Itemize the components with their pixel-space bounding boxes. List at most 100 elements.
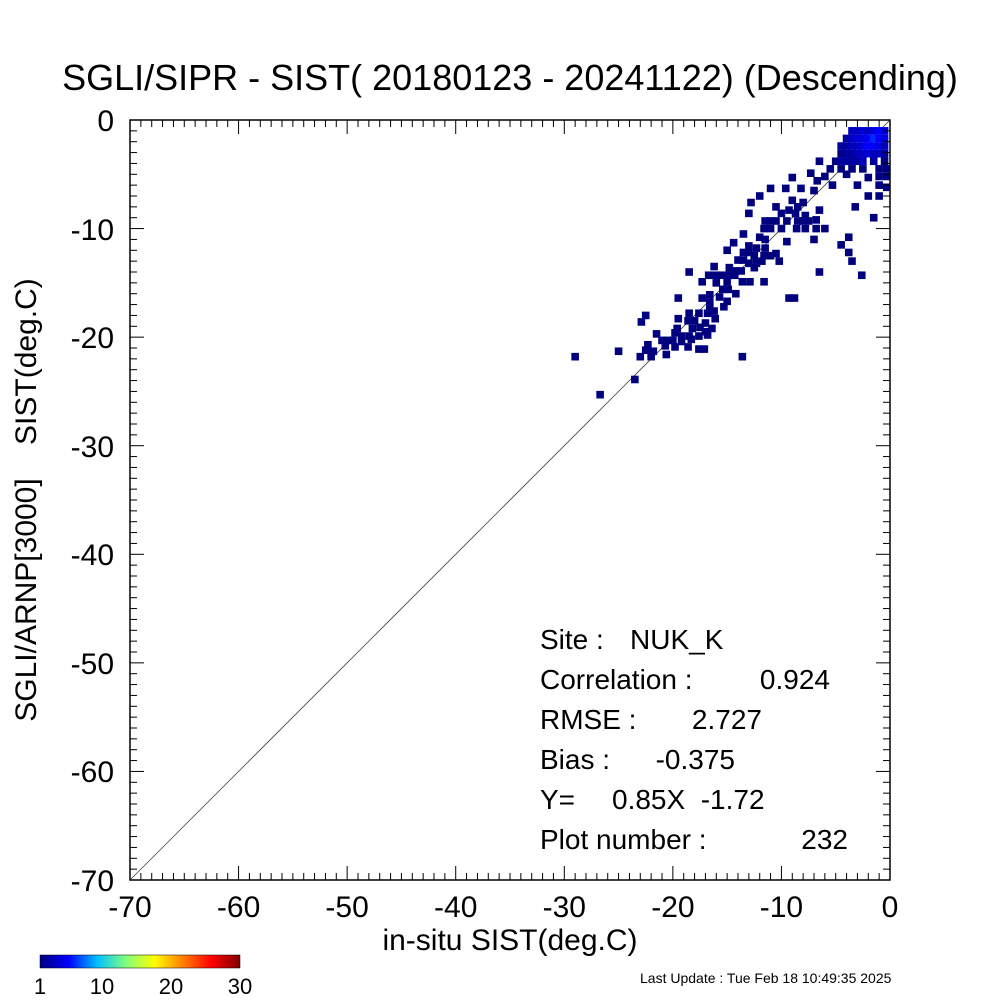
colorbar: 1 10 20 30 [34, 954, 252, 999]
density-cell [750, 251, 759, 260]
density-cell [674, 294, 683, 302]
density-cell [837, 149, 845, 158]
density-cell [695, 345, 703, 353]
density-cell [760, 277, 768, 286]
density-cell [790, 294, 799, 302]
density-cell [719, 285, 727, 294]
density-cell [698, 294, 706, 302]
density-cell [851, 203, 860, 211]
density-cell [848, 142, 856, 150]
density-cell [777, 224, 786, 233]
density-cell [859, 134, 867, 143]
density-cell [785, 206, 793, 214]
density-cell [688, 324, 697, 333]
density-cell [703, 331, 712, 339]
x-axis-label: in-situ SIST(deg.C) [382, 924, 637, 957]
colorbar-tick-label: 1 [34, 974, 46, 999]
stat-rmse-value: 2.727 [692, 704, 762, 735]
density-cell [793, 217, 802, 225]
density-cell [772, 217, 780, 225]
density-cell [804, 217, 813, 225]
density-cell [750, 263, 759, 272]
stat-regression-value: 0.85X -1.72 [612, 784, 765, 815]
density-cell [705, 302, 714, 311]
density-cell [864, 127, 873, 135]
density-cell [729, 238, 738, 247]
density-cell [738, 277, 747, 286]
density-cell [848, 257, 856, 265]
density-cell [837, 142, 845, 150]
density-cell [760, 251, 768, 260]
colorbar-gradient [39, 954, 241, 969]
density-cell [755, 233, 764, 242]
density-cell [745, 259, 753, 268]
density-cell [813, 177, 822, 185]
density-cell [788, 196, 797, 205]
density-cell [732, 267, 740, 275]
density-cell [730, 271, 739, 280]
density-cell [725, 263, 734, 272]
density-cell [755, 192, 764, 200]
density-cell [647, 352, 655, 361]
density-cell [701, 319, 710, 327]
density-cell [837, 165, 845, 173]
density-cell [810, 186, 818, 195]
density-cell [853, 134, 862, 143]
density-cell [857, 271, 866, 280]
density-cell [775, 257, 784, 265]
density-cell [705, 291, 714, 299]
density-cell [652, 330, 661, 338]
density-cell [745, 248, 753, 257]
density-cell [837, 157, 845, 166]
density-cell [761, 235, 769, 244]
density-cell [882, 183, 890, 192]
density-cell [738, 352, 747, 361]
density-cell [723, 246, 731, 255]
density-cell [752, 259, 761, 268]
density-cell [791, 209, 800, 218]
density-cell [869, 142, 878, 150]
colorbar-tick-label: 20 [159, 974, 183, 999]
y-tick-label: -30 [71, 431, 114, 464]
density-cell [746, 277, 754, 286]
density-cell [761, 244, 769, 252]
density-cell [696, 323, 704, 332]
density-cell [859, 127, 867, 135]
density-cell [853, 181, 862, 189]
density-cell [614, 347, 623, 356]
x-tick-label: -70 [108, 891, 151, 924]
density-cell [875, 149, 883, 158]
x-tick-label: -50 [325, 891, 368, 924]
density-cell [698, 277, 706, 286]
density-cell [853, 157, 862, 166]
density-cell [781, 184, 790, 193]
density-cell [777, 209, 786, 218]
density-cell [677, 337, 686, 346]
density-cell [842, 134, 851, 143]
density-cell [815, 206, 824, 214]
x-tick-label: -40 [434, 891, 477, 924]
density-cell [710, 307, 718, 315]
density-cell [821, 172, 829, 181]
y-tick-label: -70 [71, 865, 114, 898]
density-cell [882, 165, 890, 173]
density-cell [864, 142, 873, 150]
stat-site-label: Site : [540, 624, 604, 655]
stat-bias-value: -0.375 [656, 744, 735, 775]
density-cell [772, 203, 780, 211]
density-cell [685, 268, 693, 276]
density-cell [673, 324, 681, 333]
density-cell [734, 256, 742, 264]
density-cell [864, 192, 873, 200]
density-cell [732, 289, 740, 298]
density-cell [684, 343, 692, 351]
density-cell [799, 198, 807, 207]
density-cell [853, 149, 862, 158]
density-cell [880, 157, 889, 166]
density-cell [793, 203, 802, 211]
density-cell [842, 170, 851, 179]
density-cell [766, 217, 775, 225]
density-cell [882, 172, 890, 181]
x-tick-label: -20 [651, 891, 694, 924]
density-cell [761, 217, 769, 225]
